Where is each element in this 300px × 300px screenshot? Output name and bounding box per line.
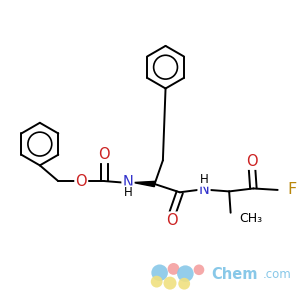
Text: N: N	[122, 175, 134, 190]
Text: CH₃: CH₃	[239, 212, 262, 224]
Circle shape	[151, 276, 163, 287]
Circle shape	[164, 277, 176, 290]
Text: .com: .com	[263, 268, 292, 281]
Circle shape	[177, 266, 194, 282]
Circle shape	[194, 265, 204, 275]
Text: O: O	[98, 147, 110, 162]
Polygon shape	[133, 182, 155, 187]
Text: O: O	[75, 174, 87, 189]
Text: H: H	[124, 186, 132, 200]
Text: O: O	[246, 154, 258, 169]
Text: F: F	[287, 182, 296, 197]
Text: N: N	[199, 182, 209, 197]
Text: O: O	[167, 213, 178, 228]
Text: Chem: Chem	[212, 267, 258, 282]
Circle shape	[152, 265, 168, 281]
Circle shape	[178, 278, 190, 290]
Text: H: H	[200, 173, 208, 186]
Circle shape	[168, 263, 179, 275]
